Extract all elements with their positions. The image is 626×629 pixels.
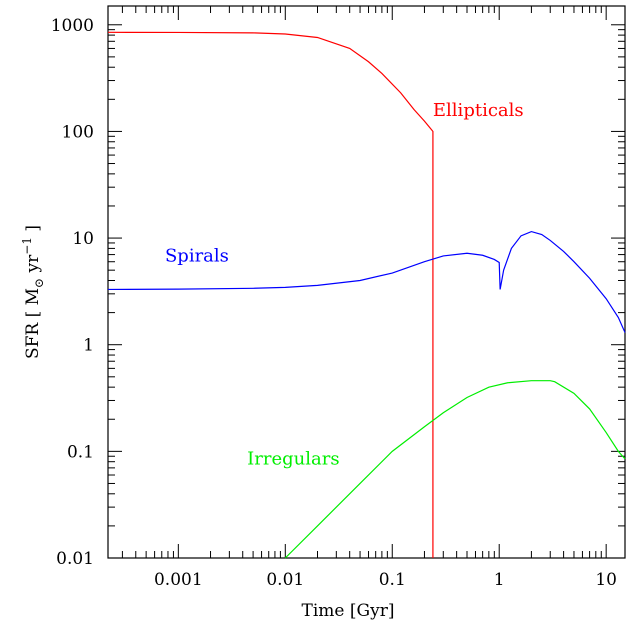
y-tick-label: 0.01 [56, 549, 94, 569]
series-line-ellipticals [107, 31, 434, 558]
x-axis-title: Time [Gyr] [302, 601, 395, 621]
series-label-irregulars: Irregulars [247, 449, 339, 470]
y-axis-title-sub: ⊙ [32, 278, 46, 288]
y-axis-title-pre: SFR [ M [23, 288, 43, 359]
y-axis-title-sup: −1 [20, 237, 34, 255]
y-tick-label: 100 [62, 122, 94, 142]
series-lines [107, 31, 626, 559]
series-line-spirals [107, 230, 626, 333]
y-axis-title-post: ] [23, 225, 43, 237]
x-tick-label: 0.001 [154, 570, 203, 590]
x-tick-label: 10 [595, 570, 617, 590]
y-tick-label: 1000 [51, 16, 94, 36]
series-line-irregulars [284, 380, 626, 559]
plot-frame [107, 5, 626, 559]
axis-ticks [108, 6, 625, 559]
y-tick-label: 0.1 [67, 442, 94, 462]
series-label-ellipticals: Ellipticals [433, 100, 524, 121]
y-tick-label: 10 [72, 229, 94, 249]
x-tick-label: 1 [494, 570, 505, 590]
x-tick-label: 0.01 [266, 570, 304, 590]
axis-tick-labels: 0.001 0.01 0.1 1 10 0.01 0.1 1 10 100 1000 [51, 16, 617, 590]
x-tick-label: 0.1 [379, 570, 406, 590]
y-tick-label: 1 [83, 336, 94, 356]
y-axis-title-mid: yr [23, 254, 43, 278]
series-labels: Ellipticals Spirals Irregulars [165, 100, 524, 470]
y-axis-title: SFR [ M⊙ yr−1 ] [20, 225, 46, 359]
series-label-spirals: Spirals [165, 246, 229, 267]
